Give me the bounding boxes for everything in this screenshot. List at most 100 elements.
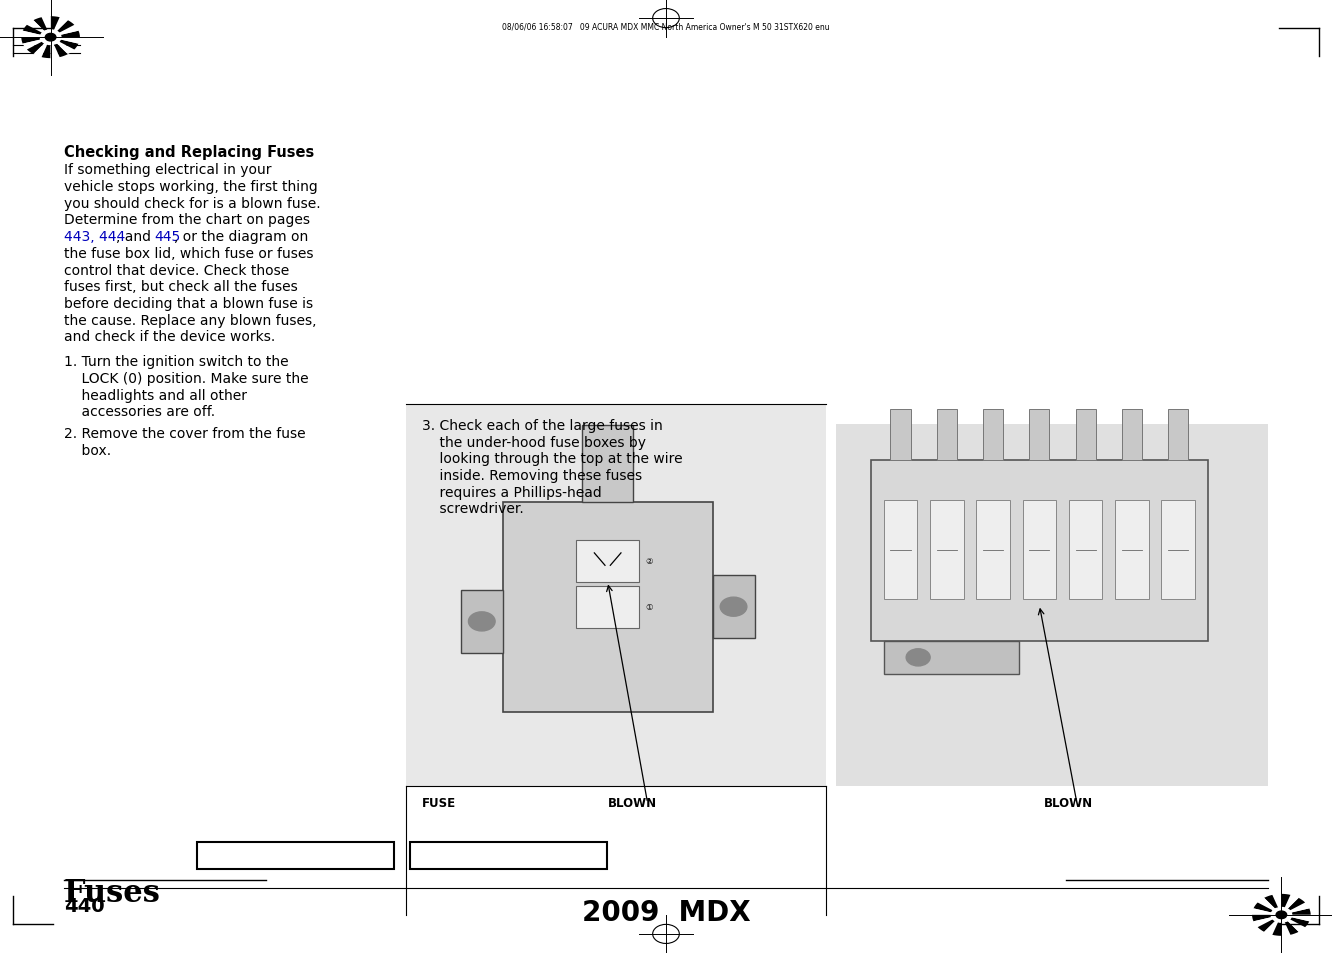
Wedge shape xyxy=(1281,915,1291,936)
Text: LOCK (0) position. Make sure the: LOCK (0) position. Make sure the xyxy=(64,372,309,386)
Text: before deciding that a blown fuse is: before deciding that a blown fuse is xyxy=(64,296,313,311)
Text: looking through the top at the wire: looking through the top at the wire xyxy=(422,452,683,466)
Circle shape xyxy=(1271,907,1292,923)
Text: , and: , and xyxy=(116,230,155,244)
Wedge shape xyxy=(23,26,51,38)
Wedge shape xyxy=(51,38,75,55)
Text: and check if the device works.: and check if the device works. xyxy=(64,330,276,344)
Circle shape xyxy=(469,612,496,631)
Bar xyxy=(983,410,1003,460)
Wedge shape xyxy=(33,38,51,58)
Wedge shape xyxy=(1252,908,1281,915)
Wedge shape xyxy=(1257,915,1281,932)
Text: 443, 444: 443, 444 xyxy=(64,230,125,244)
Circle shape xyxy=(721,598,747,617)
Wedge shape xyxy=(1281,915,1309,927)
Text: box.: box. xyxy=(64,443,111,457)
Bar xyxy=(930,500,963,599)
Wedge shape xyxy=(1253,915,1281,927)
Bar xyxy=(577,540,639,582)
Circle shape xyxy=(1276,911,1287,919)
Wedge shape xyxy=(51,21,75,38)
Wedge shape xyxy=(27,38,51,55)
Wedge shape xyxy=(1272,894,1281,915)
Text: 2. Remove the cover from the fuse: 2. Remove the cover from the fuse xyxy=(64,427,305,440)
Text: BLOWN: BLOWN xyxy=(607,796,657,809)
Bar xyxy=(713,576,754,639)
Circle shape xyxy=(40,30,61,46)
Text: vehicle stops working, the first thing: vehicle stops working, the first thing xyxy=(64,180,318,193)
Text: you should check for is a blown fuse.: you should check for is a blown fuse. xyxy=(64,196,321,211)
Bar xyxy=(1023,500,1056,599)
Bar xyxy=(502,502,713,712)
Wedge shape xyxy=(21,31,51,38)
Text: the fuse box lid, which fuse or fuses: the fuse box lid, which fuse or fuses xyxy=(64,247,313,260)
Wedge shape xyxy=(51,17,60,38)
Wedge shape xyxy=(1264,895,1281,915)
Text: ②: ② xyxy=(646,557,653,565)
Bar xyxy=(871,460,1208,641)
Text: 445: 445 xyxy=(155,230,181,244)
Text: If something electrical in your: If something electrical in your xyxy=(64,163,272,177)
Wedge shape xyxy=(1281,895,1299,915)
Text: the under-hood fuse boxes by: the under-hood fuse boxes by xyxy=(422,435,646,449)
Bar xyxy=(197,842,394,869)
Text: control that device. Check those: control that device. Check those xyxy=(64,263,289,277)
Text: BLOWN: BLOWN xyxy=(1044,796,1092,809)
Text: ①: ① xyxy=(646,602,653,612)
Wedge shape xyxy=(51,38,68,58)
Wedge shape xyxy=(1281,908,1311,915)
Circle shape xyxy=(45,34,56,42)
Bar xyxy=(461,590,502,653)
Bar xyxy=(936,410,956,460)
Text: screwdriver.: screwdriver. xyxy=(422,502,523,516)
Text: inside. Removing these fuses: inside. Removing these fuses xyxy=(422,469,642,482)
Bar xyxy=(1075,410,1096,460)
Bar xyxy=(577,586,639,628)
Wedge shape xyxy=(1272,915,1281,936)
Text: 1. Turn the ignition switch to the: 1. Turn the ignition switch to the xyxy=(64,355,289,369)
Text: 08/06/06 16:58:07   09 ACURA MDX MMC North America Owner's M 50 31STX620 enu: 08/06/06 16:58:07 09 ACURA MDX MMC North… xyxy=(502,22,830,31)
Wedge shape xyxy=(1253,902,1281,915)
Text: Checking and Replacing Fuses: Checking and Replacing Fuses xyxy=(64,145,314,160)
Text: Fuses: Fuses xyxy=(64,877,161,907)
Bar xyxy=(406,405,826,786)
Text: headlights and all other: headlights and all other xyxy=(64,389,246,402)
Circle shape xyxy=(906,649,930,666)
Bar xyxy=(1162,500,1195,599)
Bar xyxy=(976,500,1010,599)
Wedge shape xyxy=(51,38,79,51)
Bar xyxy=(582,426,633,502)
Wedge shape xyxy=(51,18,68,38)
Wedge shape xyxy=(1281,915,1299,935)
Wedge shape xyxy=(23,38,51,51)
Bar xyxy=(1030,410,1050,460)
Wedge shape xyxy=(1257,898,1281,915)
Text: 2009  MDX: 2009 MDX xyxy=(582,898,750,925)
Bar xyxy=(1168,410,1188,460)
Wedge shape xyxy=(51,38,80,45)
Wedge shape xyxy=(21,38,51,45)
Wedge shape xyxy=(1281,915,1311,922)
Text: the cause. Replace any blown fuses,: the cause. Replace any blown fuses, xyxy=(64,314,317,327)
Wedge shape xyxy=(41,38,51,59)
Wedge shape xyxy=(51,26,79,38)
Bar xyxy=(883,500,918,599)
Wedge shape xyxy=(1281,898,1305,915)
Text: 3. Check each of the large fuses in: 3. Check each of the large fuses in xyxy=(422,418,663,433)
Text: fuses first, but check all the fuses: fuses first, but check all the fuses xyxy=(64,280,297,294)
Bar xyxy=(884,641,1019,674)
Wedge shape xyxy=(41,17,51,38)
Wedge shape xyxy=(1252,915,1281,922)
Bar xyxy=(410,842,607,869)
Bar xyxy=(836,424,1268,786)
Bar xyxy=(890,410,911,460)
Wedge shape xyxy=(33,18,51,38)
Bar xyxy=(1115,500,1148,599)
Text: FUSE: FUSE xyxy=(422,796,457,809)
Bar xyxy=(1122,410,1142,460)
Wedge shape xyxy=(27,21,51,38)
Text: accessories are off.: accessories are off. xyxy=(64,405,214,419)
Text: 440: 440 xyxy=(64,896,104,915)
Bar xyxy=(1068,500,1103,599)
